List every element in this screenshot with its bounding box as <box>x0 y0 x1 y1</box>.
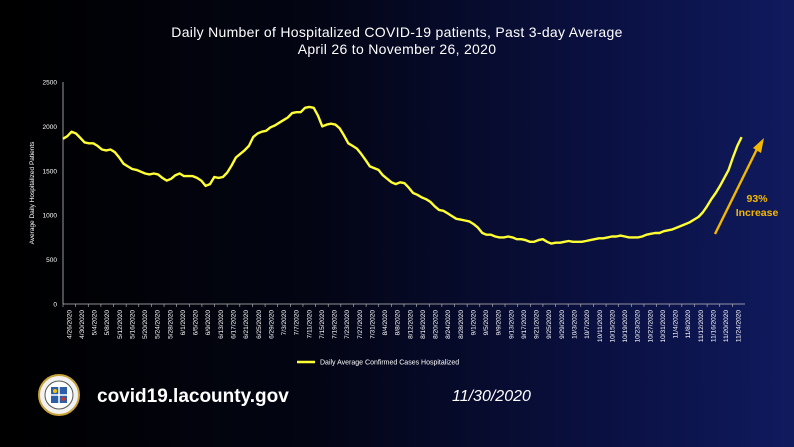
y-tick-label: 1500 <box>43 168 58 175</box>
x-tick-label: 10/15/2020 <box>609 310 616 343</box>
annotation-percent: 93% <box>746 193 768 205</box>
legend-label: Daily Average Confirmed Cases Hospitaliz… <box>320 360 459 367</box>
x-tick-label: 6/13/2020 <box>218 310 225 339</box>
annotation-label: Increase <box>736 207 779 219</box>
x-tick-label: 11/24/2020 <box>736 310 743 342</box>
chart-title: Daily Number of Hospitalized COVID-19 pa… <box>171 24 623 40</box>
y-tick-label: 2500 <box>43 80 58 87</box>
x-tick-label: 10/23/2020 <box>635 310 642 343</box>
x-tick-label: 9/9/2020 <box>496 310 503 336</box>
x-tick-label: 7/31/2020 <box>369 310 376 339</box>
x-tick-label: 7/27/2020 <box>357 310 364 339</box>
x-tick-label: 5/16/2020 <box>129 310 136 339</box>
x-tick-label: 6/1/2020 <box>180 310 187 336</box>
x-tick-label: 8/16/2020 <box>420 310 427 339</box>
x-tick-label: 8/24/2020 <box>445 310 452 339</box>
x-tick-label: 10/3/2020 <box>572 310 579 339</box>
x-tick-label: 7/19/2020 <box>332 310 339 339</box>
increase-arrowhead <box>753 138 764 153</box>
x-tick-label: 5/8/2020 <box>104 310 111 336</box>
x-tick-label: 10/11/2020 <box>597 310 604 342</box>
x-tick-label: 7/11/2020 <box>306 310 313 339</box>
x-tick-label: 5/12/2020 <box>117 310 124 339</box>
x-tick-label: 7/23/2020 <box>344 310 351 339</box>
x-tick-label: 6/5/2020 <box>193 310 200 336</box>
x-tick-label: 10/27/2020 <box>647 310 654 343</box>
x-tick-label: 8/4/2020 <box>382 310 389 336</box>
x-tick-label: 9/25/2020 <box>546 310 553 339</box>
series-line <box>62 105 743 245</box>
x-tick-label: 8/12/2020 <box>407 310 414 339</box>
x-tick-label: 4/30/2020 <box>79 310 86 339</box>
x-tick-label: 11/4/2020 <box>673 310 680 339</box>
x-tick-label: 9/13/2020 <box>508 310 515 339</box>
x-tick-label: 8/8/2020 <box>395 310 402 336</box>
x-tick-label: 11/20/2020 <box>723 310 730 342</box>
y-tick-label: 500 <box>46 257 57 264</box>
chart-subtitle: April 26 to November 26, 2020 <box>297 41 497 57</box>
x-tick-label: 9/5/2020 <box>483 310 490 336</box>
x-tick-label: 11/8/2020 <box>685 310 692 339</box>
x-tick-label: 7/7/2020 <box>294 310 301 336</box>
x-tick-label: 6/17/2020 <box>231 310 238 339</box>
x-tick-label: 9/17/2020 <box>521 310 528 339</box>
x-tick-label: 10/19/2020 <box>622 310 629 343</box>
x-tick-label: 5/28/2020 <box>167 310 174 339</box>
x-tick-label: 6/25/2020 <box>256 310 263 339</box>
y-tick-label: 1000 <box>43 213 58 220</box>
x-tick-label: 5/20/2020 <box>142 310 149 339</box>
x-tick-label: 7/15/2020 <box>319 310 326 339</box>
x-tick-label: 4/26/2020 <box>66 310 73 339</box>
footer-date: 11/30/2020 <box>452 388 531 405</box>
x-tick-label: 11/12/2020 <box>698 310 705 342</box>
increase-arrow-line <box>713 146 760 235</box>
footer-url[interactable]: covid19.lacounty.gov <box>97 386 289 407</box>
y-tick-label: 0 <box>53 302 57 309</box>
x-tick-label: 5/4/2020 <box>92 310 99 336</box>
x-tick-label: 5/24/2020 <box>155 310 162 339</box>
county-seal-icon <box>38 374 80 416</box>
x-tick-label: 8/28/2020 <box>458 310 465 339</box>
x-tick-label: 6/9/2020 <box>205 310 212 336</box>
x-tick-label: 11/16/2020 <box>710 310 717 342</box>
x-tick-label: 6/29/2020 <box>268 310 275 339</box>
x-tick-label: 10/31/2020 <box>660 310 667 343</box>
y-tick-label: 2000 <box>43 124 58 131</box>
x-tick-label: 8/20/2020 <box>433 310 440 339</box>
x-tick-label: 9/21/2020 <box>534 310 541 339</box>
x-tick-label: 7/3/2020 <box>281 310 288 336</box>
x-tick-label: 9/1/2020 <box>470 310 477 336</box>
x-tick-label: 9/29/2020 <box>559 310 566 339</box>
x-tick-label: 10/7/2020 <box>584 310 591 339</box>
x-tick-label: 6/21/2020 <box>243 310 250 339</box>
y-axis-label: Average Daily Hospitalized Patients <box>29 141 36 245</box>
